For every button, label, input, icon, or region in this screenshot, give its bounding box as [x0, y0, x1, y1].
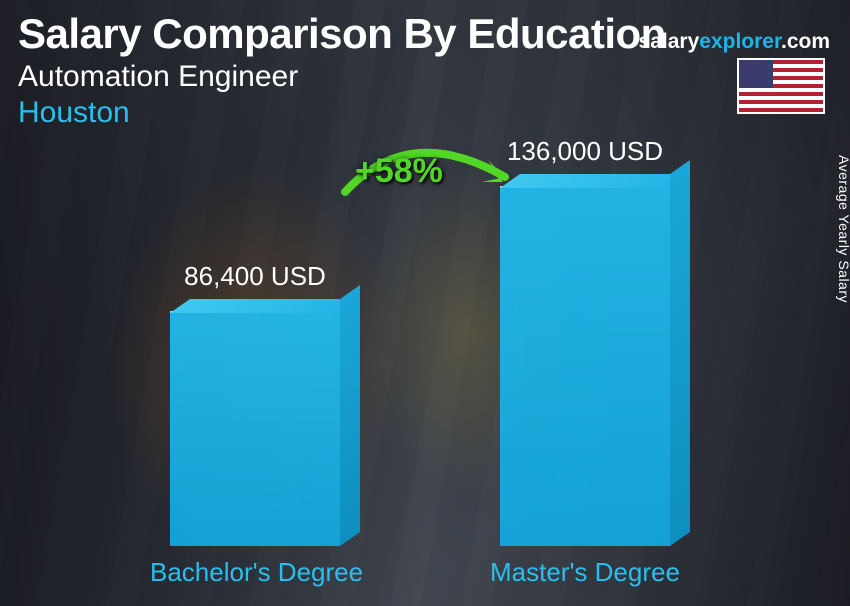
brand-logo: salaryexplorer.com — [639, 30, 830, 54]
bar-label-masters: Master's Degree — [490, 557, 680, 588]
country-flag-icon — [737, 58, 825, 114]
brand-part2: explorer — [699, 30, 781, 53]
brand-suffix: .com — [781, 30, 830, 53]
chart-area: +58% 86,400 USD Bachelor's Degree 136,00… — [0, 150, 850, 606]
bar-value-bachelors: 86,400 USD — [184, 261, 326, 292]
bar-bachelors: 86,400 USD — [170, 311, 340, 546]
bar-masters: 136,000 USD — [500, 186, 670, 546]
job-title: Automation Engineer — [18, 60, 832, 94]
bar-value-masters: 136,000 USD — [507, 136, 663, 167]
percent-increase-badge: +58% — [355, 152, 443, 191]
brand-part1: salary — [639, 30, 700, 53]
location-label: Houston — [18, 96, 832, 130]
y-axis-label: Average Yearly Salary — [836, 155, 850, 303]
content-container: Salary Comparison By Education Automatio… — [0, 0, 850, 606]
bar-label-bachelors: Bachelor's Degree — [150, 557, 363, 588]
